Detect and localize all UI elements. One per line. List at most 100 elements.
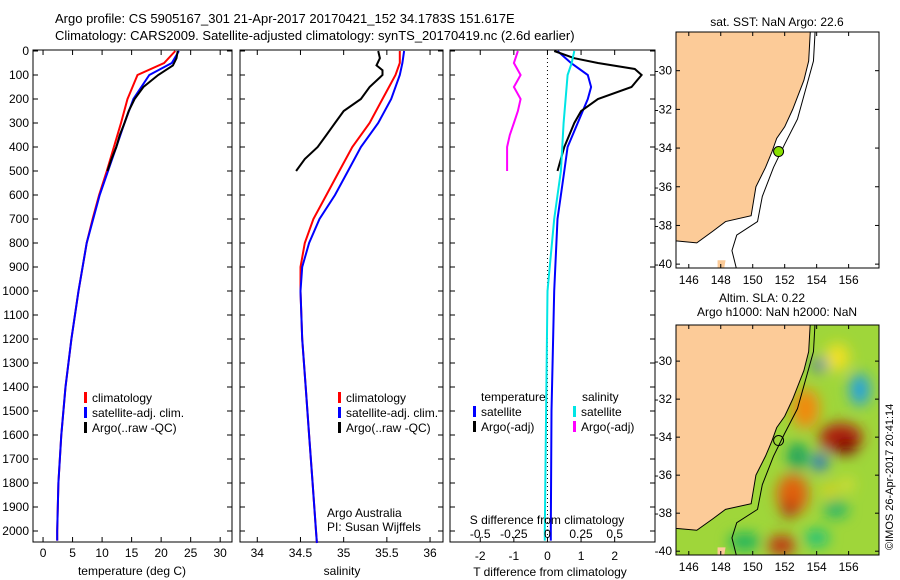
salinity-panel: 34 34.5 35 35.5 36 salinity climatologysatelli…	[239, 49, 444, 578]
x-axis-label: salinity	[324, 564, 361, 578]
y-tick-label: 1500	[2, 404, 29, 418]
isobath-line	[731, 325, 816, 555]
lat-tick-label: -38	[655, 218, 673, 232]
sla-anomaly-blob	[841, 478, 854, 491]
t-x-tick-label: -2	[475, 549, 486, 563]
series-line-s-satellite	[543, 50, 576, 541]
legend-swatch	[338, 407, 341, 418]
series-line-t-argo-adj-	[553, 50, 643, 172]
lat-tick-label: -32	[655, 392, 673, 406]
x-tick-label: 30	[214, 546, 228, 560]
x-tick-label: 20	[154, 546, 168, 560]
x-tick-label: 35.5	[375, 546, 399, 560]
annotation-pi: PI: Susan Wijffels	[327, 520, 421, 534]
argo-position-marker	[773, 435, 785, 447]
map-title-sla: Altim. SLA: 0.22	[719, 291, 805, 305]
y-tick-label: 500	[9, 164, 29, 178]
sla-anomaly-blob	[849, 373, 870, 406]
sla-anomaly-blob	[825, 343, 850, 372]
legend-swatch	[84, 422, 87, 433]
annotation-institution: Argo Australia	[327, 506, 402, 520]
lon-tick-label: 146	[679, 273, 699, 287]
y-tick-label: 700	[9, 212, 29, 226]
y-tick-label: 100	[9, 68, 29, 82]
sla-anomaly-blob	[823, 501, 848, 518]
y-tick-label: 1600	[2, 428, 29, 442]
x-tick-label: 36	[423, 546, 437, 560]
y-tick-label: 1000	[2, 284, 29, 298]
legend-label: climatology	[346, 391, 406, 405]
lat-tick-label: -30	[655, 354, 673, 368]
series-line-s-argo-adj-	[506, 50, 522, 171]
x-tick-label: 34	[251, 546, 265, 560]
x-tick-label: 35	[337, 546, 351, 560]
lat-tick-label: -40	[655, 544, 673, 558]
x-tick-label: 0	[40, 546, 47, 560]
y-tick-label: 1800	[2, 476, 29, 490]
legend-label: satellite	[581, 405, 622, 419]
t-x-tick-label: 1	[578, 549, 585, 563]
s-x-tick-label: 0.25	[569, 527, 593, 541]
lon-tick-label: 154	[807, 273, 827, 287]
lat-tick-label: -36	[655, 180, 673, 194]
y-tick-label: 1400	[2, 380, 29, 394]
legend-swatch	[573, 406, 576, 417]
sla-anomaly-blob	[821, 482, 838, 499]
plot-frame	[449, 49, 656, 543]
legend-title-temperature: temperature	[481, 390, 546, 404]
t-x-tick-label: 2	[611, 549, 618, 563]
plot-frame	[239, 49, 444, 543]
s-axis-label: S difference from climatology	[470, 513, 625, 527]
map-title: sat. SST: NaN Argo: 22.6	[710, 15, 844, 29]
x-tick-label: 10	[95, 546, 109, 560]
s-x-tick-label: 0.5	[606, 527, 623, 541]
legend-label: satellite	[481, 405, 522, 419]
y-tick-label: 300	[9, 116, 29, 130]
sst-map-panel: 146 148 150 152 154 156 -30 -32 -34 -36 -38 -40 sat.…	[655, 15, 880, 287]
y-tick-label: 900	[9, 260, 29, 274]
y-tick-label: 1100	[3, 308, 29, 322]
temperature-panel: 0100200300400500600700800900100011001200…	[2, 44, 233, 578]
sla-anomaly-blob	[791, 388, 820, 429]
sla-anomaly-blob	[728, 533, 761, 550]
plot-frame	[32, 49, 233, 543]
title-line-1: Argo profile: CS 5905167_301 21-Apr-2017…	[55, 11, 515, 26]
sla-anomaly-blob	[813, 358, 826, 371]
legend-swatch	[338, 392, 341, 403]
legend-label: Argo(..raw -QC)	[92, 421, 177, 435]
map-content	[676, 32, 879, 268]
map-title-argo-h: Argo h1000: NaN h2000: NaN	[697, 305, 857, 319]
legend-swatch	[473, 406, 476, 417]
x-tick-label: 34.5	[289, 546, 313, 560]
lon-tick-label: 148	[711, 560, 731, 574]
title-line-2: Climatology: CARS2009. Satellite-adjuste…	[55, 28, 575, 43]
y-tick-label: 400	[9, 140, 29, 154]
imos-timestamp: ©IMOS 26-Apr-2017 20:41:14	[884, 404, 896, 550]
t-x-tick-label: -1	[509, 549, 520, 563]
legend-swatch	[84, 407, 87, 418]
s-x-tick-label: -0.25	[500, 527, 528, 541]
y-tick-label: 0	[22, 44, 29, 58]
sla-anomaly-blob	[767, 535, 796, 555]
lat-tick-label: -32	[655, 102, 673, 116]
series-line-argo-raw-qc-	[295, 50, 384, 172]
land-australia	[676, 325, 811, 531]
lon-tick-label: 152	[775, 273, 795, 287]
lon-tick-label: 148	[711, 273, 731, 287]
lat-tick-label: -34	[655, 430, 673, 444]
map-frame	[675, 324, 880, 556]
x-tick-label: 5	[69, 546, 76, 560]
legend-swatch	[338, 422, 341, 433]
lat-tick-label: -34	[655, 141, 673, 155]
s-x-tick-label: 0	[544, 527, 551, 541]
x-axis-label: T difference from climatology	[473, 565, 627, 579]
y-tick-label: 1300	[2, 356, 29, 370]
legend-title-salinity: salinity	[582, 390, 619, 404]
series-line-t-satellite	[549, 50, 593, 541]
legend-swatch	[84, 392, 87, 403]
lon-tick-label: 156	[839, 273, 859, 287]
legend-label: satellite-adj. clim.	[346, 406, 438, 420]
series-line-satellite-adj-clim-	[299, 50, 406, 544]
legend-label: satellite-adj. clim.	[92, 406, 184, 420]
